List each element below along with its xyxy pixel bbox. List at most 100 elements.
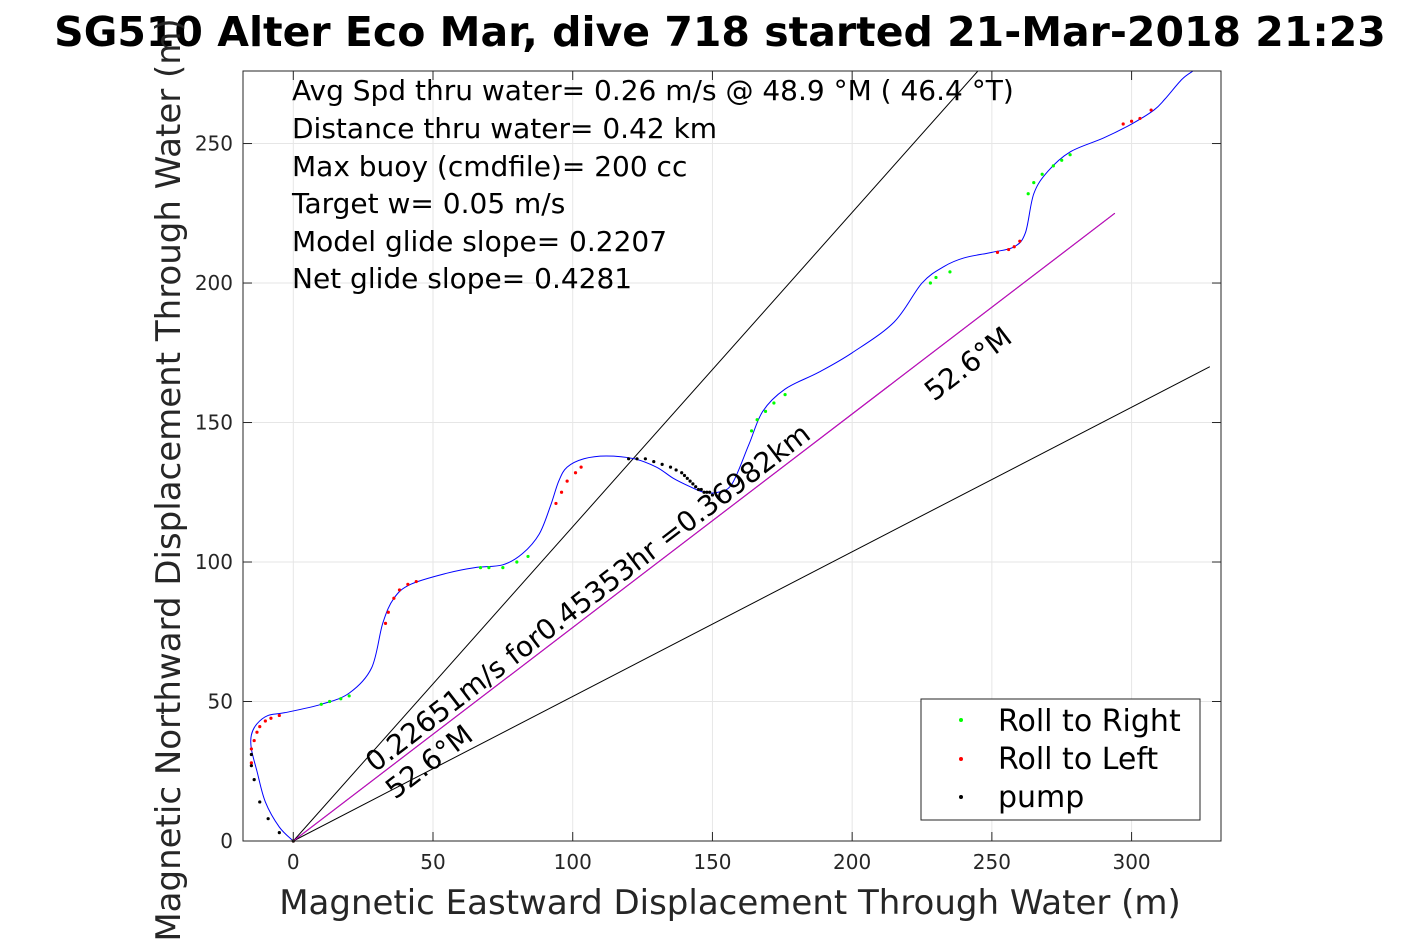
roll-to-right-point — [515, 560, 519, 564]
roll-to-left-point — [1138, 116, 1142, 121]
roll-to-left-point — [397, 588, 402, 592]
max-buoy-text: Max buoy (cmdfile)= 200 cc — [292, 150, 687, 183]
roll-to-left-point — [249, 747, 253, 751]
reference-line-3 — [292, 212, 1116, 841]
roll-to-left-point — [1012, 245, 1016, 249]
roll-to-right-point — [347, 694, 351, 698]
x-tick-label: 100 — [554, 850, 592, 874]
chart-title: SG510 Alter Eco Mar, dive 718 started 21… — [54, 8, 1386, 56]
x-tick-label: 150 — [693, 850, 731, 874]
pump-point — [660, 462, 664, 466]
pump-point — [277, 831, 281, 835]
roll-to-left-point — [386, 610, 390, 614]
roll-to-right-point — [783, 393, 787, 397]
x-tick-label: 200 — [833, 850, 871, 874]
x-tick-label: 300 — [1112, 850, 1150, 874]
roll-to-left-point — [252, 738, 256, 743]
legend-marker-pump — [959, 795, 963, 799]
roll-to-left-point — [263, 719, 267, 723]
y-tick-label: 0 — [220, 829, 233, 853]
pump-point — [688, 479, 692, 483]
roll-to-left-point — [1149, 108, 1153, 112]
reference-line-1 — [293, 366, 1211, 841]
pump-point — [705, 490, 709, 494]
reference-line-0 — [292, 71, 979, 841]
roll-to-left-point — [258, 725, 262, 729]
roll-to-left-point — [579, 465, 583, 469]
x-tick-label: 50 — [420, 850, 445, 874]
y-axis-label: Magnetic Northward Displacement Through … — [149, 18, 189, 941]
pump-point — [691, 482, 695, 486]
pump-point — [249, 752, 253, 757]
y-axis-ticks: 0 50 100 150 200 250 — [195, 132, 1221, 853]
pump-point — [694, 485, 698, 489]
legend-marker-roll-right — [959, 718, 963, 722]
roll-to-right-point — [339, 697, 343, 701]
roll-to-left-point — [1018, 239, 1022, 243]
roll-to-right-point — [755, 418, 759, 422]
y-tick-label: 200 — [195, 271, 233, 295]
pump-point — [682, 473, 687, 478]
roll-to-right-point — [948, 270, 952, 274]
dive-track-line — [250, 71, 1194, 841]
roll-to-right-point — [1068, 153, 1072, 157]
pump-point — [680, 471, 684, 475]
legend-label-roll-right: Roll to Right — [998, 704, 1181, 739]
pump-point — [696, 487, 701, 492]
roll-to-left-point — [383, 621, 388, 625]
roll-to-right-point — [749, 429, 754, 433]
pump-point — [627, 457, 631, 461]
legend: Roll to Right Roll to Left pump — [920, 698, 1201, 821]
x-axis-label: Magnetic Eastward Displacement Through W… — [279, 883, 1181, 923]
pump-point — [643, 457, 647, 461]
x-tick-label: 250 — [973, 850, 1011, 874]
stats-annotations: Avg Spd thru water= 0.26 m/s @ 48.9 °M (… — [291, 74, 1014, 295]
legend-box — [920, 698, 1201, 821]
roll-to-right-point — [328, 699, 332, 704]
roll-to-right-point — [487, 565, 491, 570]
roll-to-right-point — [526, 554, 530, 559]
x-tick-label: 0 — [287, 850, 300, 874]
roll-to-left-point — [565, 479, 569, 483]
roll-to-right-point — [934, 275, 938, 280]
y-tick-label: 100 — [195, 550, 233, 574]
pump-point — [699, 487, 703, 492]
roll-to-left-point — [573, 471, 578, 475]
pump-point — [266, 817, 270, 821]
distance-text: Distance thru water= 0.42 km — [292, 112, 717, 145]
roll-to-right-point — [1051, 164, 1055, 168]
roll-to-left-point — [255, 730, 259, 734]
roll-to-left-point — [554, 501, 558, 506]
legend-label-roll-left: Roll to Left — [998, 742, 1158, 777]
pump-point — [252, 778, 256, 782]
roll-to-left-point — [414, 579, 418, 584]
legend-marker-roll-left — [959, 757, 963, 761]
roll-to-left-point — [1121, 122, 1125, 126]
pump-point — [652, 459, 656, 464]
roll-to-right-point — [1040, 172, 1044, 176]
roll-to-left-point — [392, 596, 396, 600]
y-tick-label: 250 — [195, 132, 233, 156]
event-markers — [249, 108, 1153, 843]
roll-to-right-point — [501, 565, 505, 570]
roll-to-right-point — [1060, 158, 1064, 162]
roll-to-right-point — [1026, 192, 1030, 196]
pump-point — [635, 457, 639, 461]
roll-to-left-point — [1129, 119, 1134, 123]
model-glide-text: Model glide slope= 0.2207 — [292, 225, 667, 258]
roll-to-right-point — [478, 565, 483, 570]
pump-point — [708, 490, 712, 494]
dive-track — [250, 71, 1194, 841]
pump-point — [685, 476, 689, 480]
roll-to-left-point — [277, 713, 281, 718]
roll-to-right-point — [319, 702, 323, 706]
y-tick-label: 50 — [208, 690, 233, 714]
roll-to-left-point — [1007, 247, 1011, 252]
pump-point — [702, 490, 706, 494]
roll-to-right-point — [772, 401, 776, 405]
pump-point — [674, 468, 678, 472]
roll-to-left-point — [249, 761, 253, 765]
pump-point — [710, 493, 715, 497]
roll-to-left-point — [406, 582, 410, 586]
roll-to-left-point — [269, 716, 273, 720]
